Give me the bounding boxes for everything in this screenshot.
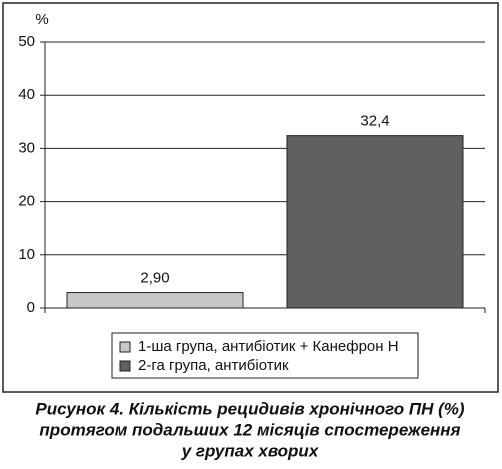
y-tick-label: 10 bbox=[18, 246, 35, 263]
y-axis-label: % bbox=[35, 11, 48, 28]
legend-box bbox=[111, 332, 419, 379]
legend-label: 2-га група, антибіотик bbox=[138, 357, 289, 374]
chart-frame bbox=[2, 2, 499, 393]
bar bbox=[66, 292, 244, 309]
caption-line: протягом подальших 12 місяців спостереже… bbox=[39, 420, 460, 439]
y-tick-label: 20 bbox=[18, 193, 35, 210]
caption-line: у групах хворих bbox=[181, 441, 320, 460]
bar bbox=[286, 135, 464, 309]
legend-swatch bbox=[119, 360, 131, 372]
y-tick-label: 40 bbox=[18, 86, 35, 103]
y-tick-label: 0 bbox=[27, 299, 35, 316]
legend-label: 1-ша група, антибіотик + Канефрон Н bbox=[138, 338, 399, 355]
data-label: 2,90 bbox=[140, 270, 169, 287]
y-tick-label: 50 bbox=[18, 33, 35, 50]
data-label: 32,4 bbox=[360, 113, 389, 130]
legend-swatch bbox=[119, 341, 131, 353]
y-tick-label: 30 bbox=[18, 139, 35, 156]
caption-line: Рисунок 4. Кількість рецидивів хронічног… bbox=[35, 399, 464, 418]
